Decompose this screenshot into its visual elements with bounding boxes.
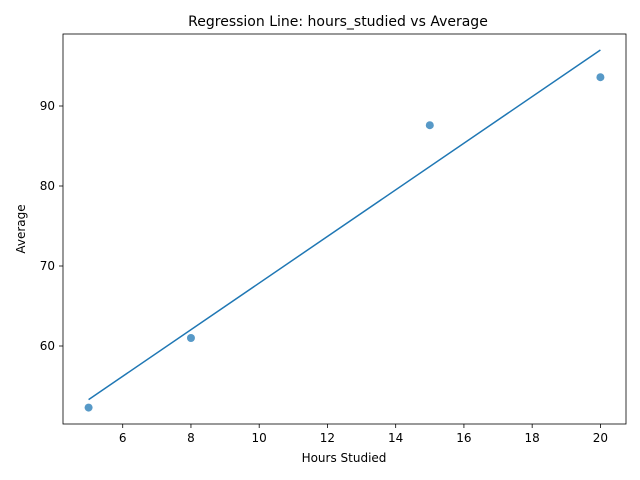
chart-marks xyxy=(84,49,605,412)
scatter-point xyxy=(596,73,605,82)
x-tick-label: 16 xyxy=(456,431,471,445)
y-tick-label: 70 xyxy=(40,259,55,273)
scatter-point xyxy=(84,403,93,412)
y-tick-label: 90 xyxy=(40,99,55,113)
y-tick-label: 80 xyxy=(40,179,55,193)
x-tick-label: 8 xyxy=(187,431,195,445)
chart-title: Regression Line: hours_studied vs Averag… xyxy=(188,14,488,30)
regression-line xyxy=(88,49,601,401)
x-tick-label: 20 xyxy=(593,431,608,445)
x-tick-label: 6 xyxy=(119,431,127,445)
x-axis-label: Hours Studied xyxy=(302,451,387,465)
x-tick-label: 10 xyxy=(252,431,267,445)
plot-frame xyxy=(62,33,627,425)
scatter-point xyxy=(425,121,434,130)
scatter-point xyxy=(186,334,195,342)
y-axis-label: Average xyxy=(14,204,28,253)
y-tick-label: 60 xyxy=(40,339,55,353)
x-tick-label: 12 xyxy=(320,431,335,445)
x-tick-label: 14 xyxy=(388,431,403,445)
x-tick-label: 18 xyxy=(525,431,540,445)
axis-ticks: 6 8 10 12 14 16 18 20 60 70 80 90 xyxy=(40,99,608,445)
